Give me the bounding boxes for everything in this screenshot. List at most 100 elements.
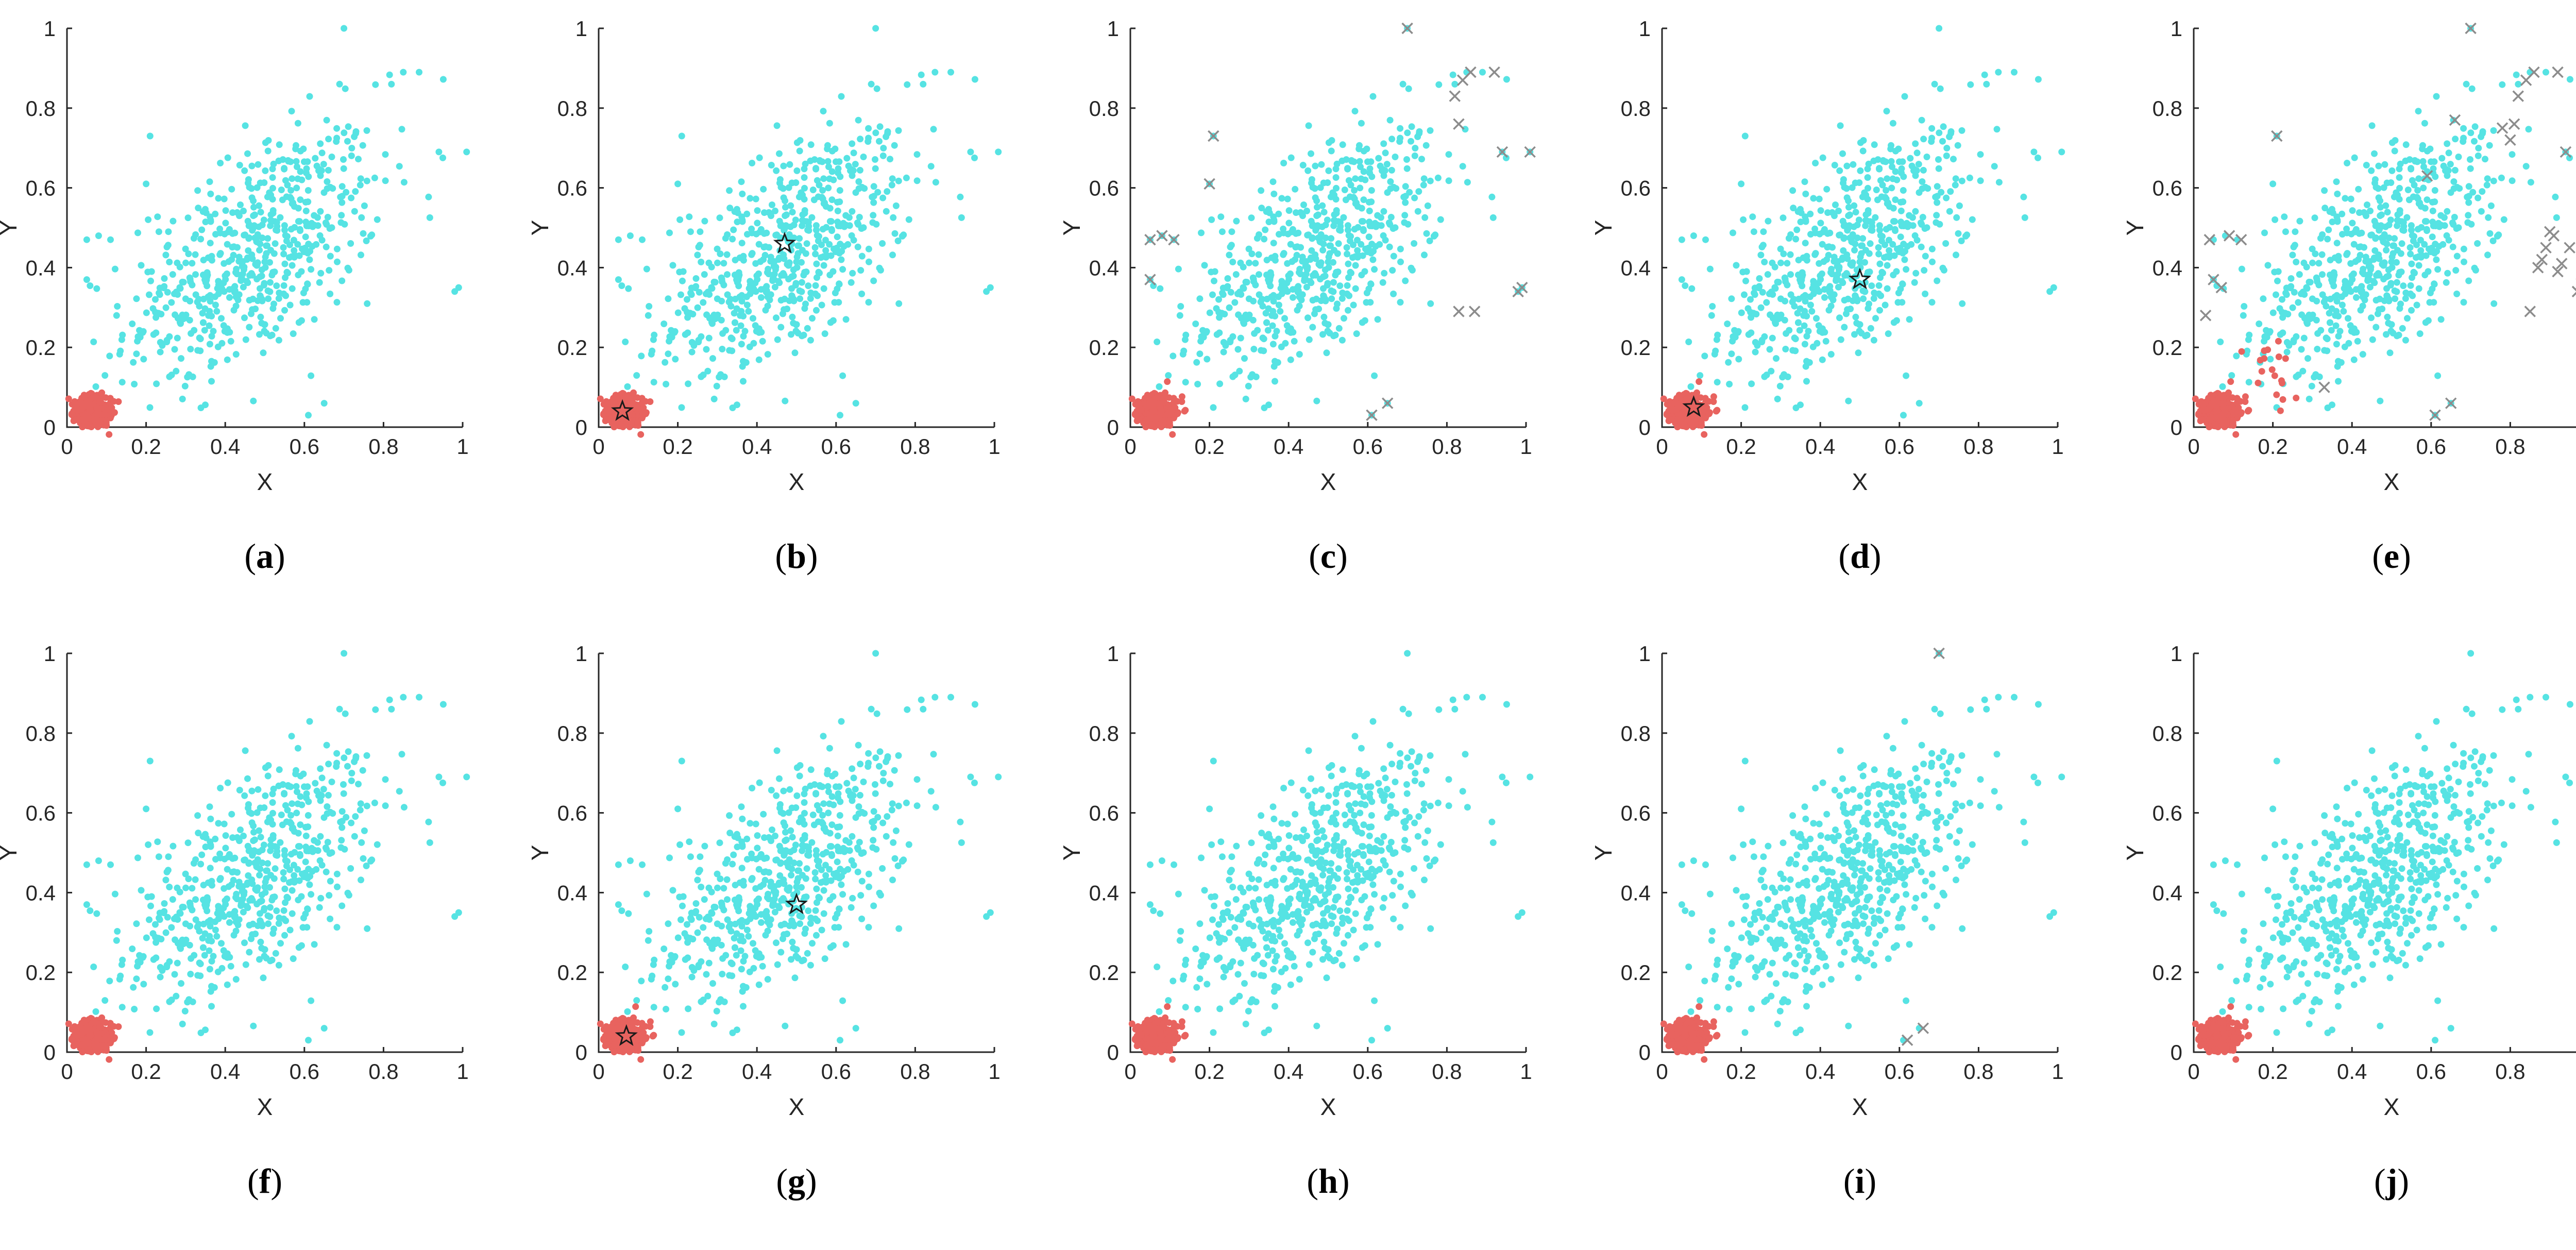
data-point — [184, 214, 192, 222]
data-point — [785, 262, 792, 269]
data-point — [1228, 228, 1235, 235]
data-point — [196, 302, 203, 310]
data-point — [341, 129, 348, 137]
data-point — [1381, 269, 1388, 277]
data-point — [1782, 346, 1789, 352]
data-point — [719, 346, 726, 352]
data-point — [221, 195, 228, 202]
data-point — [645, 312, 652, 319]
x-tick-label: 0.8 — [1963, 434, 1993, 459]
data-point — [2331, 272, 2338, 279]
data-point — [2398, 218, 2405, 225]
data-point — [1836, 231, 1843, 239]
x-tick-label: 0.4 — [742, 434, 772, 459]
data-point — [264, 235, 272, 242]
data-point — [757, 226, 765, 233]
data-point — [677, 291, 684, 298]
data-point — [2335, 378, 2342, 385]
data-point — [251, 234, 259, 242]
data-point — [1958, 238, 1965, 244]
data-point — [1963, 231, 1971, 239]
data-point — [2324, 235, 2331, 243]
data-point — [1958, 177, 1965, 184]
data-point — [1303, 283, 1310, 291]
data-point — [1304, 167, 1312, 174]
data-point — [858, 290, 866, 297]
data-point — [192, 251, 199, 258]
data-point — [1708, 312, 1715, 319]
data-point — [1334, 250, 1341, 257]
data-point — [2437, 316, 2445, 323]
data-point — [755, 270, 762, 277]
data-point — [2413, 241, 2420, 248]
data-point — [1275, 210, 1282, 217]
data-point — [1929, 258, 1936, 265]
data-point — [2393, 259, 2400, 266]
data-point — [1209, 291, 1216, 298]
data-point — [1217, 213, 1225, 221]
data-point — [102, 394, 109, 401]
data-point — [876, 138, 883, 145]
data-point — [214, 343, 222, 350]
data-point — [1393, 185, 1400, 192]
data-point — [260, 349, 267, 357]
data-point — [879, 240, 886, 247]
data-point — [207, 240, 214, 247]
data-point — [270, 250, 278, 257]
data-point — [1314, 222, 1321, 229]
data-point — [1330, 279, 1337, 286]
data-point — [1876, 222, 1883, 229]
data-point — [1386, 243, 1393, 250]
data-point — [2287, 275, 2295, 282]
data-point — [2279, 314, 2286, 321]
data-point — [228, 185, 235, 193]
data-point — [225, 258, 232, 265]
data-point — [1889, 163, 1895, 171]
data-point — [2050, 284, 2057, 291]
data-point — [837, 412, 843, 419]
data-point — [86, 399, 93, 407]
data-point — [1802, 216, 1809, 224]
data-point — [1921, 267, 1928, 274]
data-point — [1817, 219, 1824, 227]
x-tick-label: 0.2 — [1726, 434, 1756, 459]
data-point — [798, 288, 805, 295]
data-point — [2425, 317, 2432, 324]
data-point — [1358, 218, 1365, 225]
data-point — [1769, 259, 1776, 266]
data-point — [325, 166, 332, 174]
data-point — [463, 148, 470, 156]
data-point — [739, 363, 746, 370]
data-point — [222, 219, 229, 227]
data-point — [2343, 251, 2350, 258]
data-point — [284, 181, 291, 189]
data-point — [2324, 335, 2331, 343]
data-point — [1940, 123, 1947, 130]
data-point — [168, 371, 175, 379]
data-point — [1404, 221, 1412, 228]
data-point — [1730, 333, 1737, 340]
data-point — [2392, 295, 2399, 302]
data-point — [333, 245, 341, 252]
data-point — [1882, 158, 1889, 165]
data-point — [174, 334, 181, 342]
data-point — [672, 356, 679, 363]
data-point — [1149, 421, 1156, 429]
data-point — [1309, 235, 1316, 242]
data-point — [1817, 276, 1824, 283]
data-point — [793, 321, 800, 328]
data-point — [208, 333, 215, 340]
data-point — [1451, 80, 1459, 88]
data-point — [182, 259, 189, 266]
data-point — [2325, 226, 2332, 233]
data-point — [679, 277, 686, 284]
data-point — [1750, 228, 1757, 235]
data-point — [1252, 260, 1259, 267]
data-point — [1143, 417, 1150, 424]
data-point — [174, 259, 181, 266]
data-point — [1969, 216, 1976, 223]
data-point — [888, 181, 895, 189]
data-point — [2376, 255, 2383, 262]
data-point — [798, 279, 805, 286]
